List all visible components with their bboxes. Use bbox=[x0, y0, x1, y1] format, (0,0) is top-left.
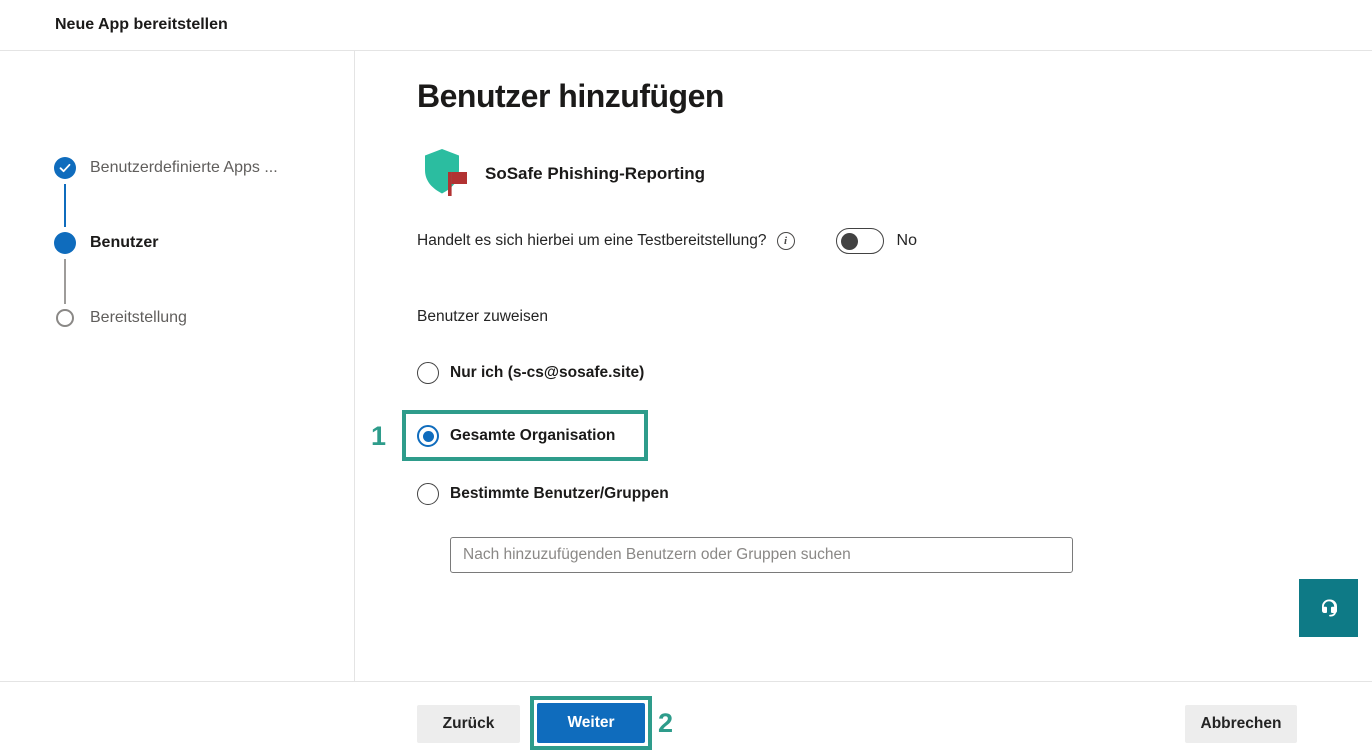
page-title: Benutzer hinzufügen bbox=[417, 78, 724, 114]
radio-option-label: Gesamte Organisation bbox=[450, 427, 616, 444]
user-group-search-input[interactable] bbox=[450, 537, 1073, 573]
radio-unselected-icon[interactable] bbox=[417, 483, 439, 505]
info-icon[interactable]: i bbox=[776, 232, 795, 250]
headset-icon bbox=[1321, 599, 1337, 617]
annotation-box-2 bbox=[530, 696, 652, 750]
radio-selected-icon[interactable] bbox=[417, 425, 439, 447]
step-completed-icon bbox=[54, 157, 76, 179]
toggle-state-label: No bbox=[896, 232, 917, 249]
next-button[interactable]: Weiter bbox=[537, 703, 645, 743]
stepper-item-custom-apps[interactable]: Benutzerdefinierte Apps ... bbox=[90, 159, 278, 176]
assign-users-label: Benutzer zuweisen bbox=[417, 308, 548, 325]
radio-option-label: Nur ich (s-cs@sosafe.site) bbox=[450, 364, 645, 381]
step-upcoming-icon bbox=[56, 309, 74, 327]
stepper-item-deployment[interactable]: Bereitstellung bbox=[90, 309, 187, 326]
radio-option-only-me[interactable]: Nur ich (s-cs@sosafe.site) bbox=[417, 362, 644, 384]
stepper-panel: Benutzerdefinierte Apps ... Benutzer Ber… bbox=[0, 51, 355, 681]
radio-option-entire-org[interactable]: Gesamte Organisation bbox=[417, 425, 615, 447]
radio-option-specific-users[interactable]: Bestimmte Benutzer/Gruppen bbox=[417, 483, 669, 505]
dialog-header: Neue App bereitstellen bbox=[0, 0, 1372, 51]
cancel-button[interactable]: Abbrechen bbox=[1185, 705, 1297, 743]
app-summary-row: SoSafe Phishing-Reporting bbox=[419, 146, 705, 202]
step-current-icon bbox=[54, 232, 76, 254]
dialog-title: Neue App bereitstellen bbox=[55, 16, 228, 33]
toggle-knob bbox=[840, 232, 858, 250]
app-name: SoSafe Phishing-Reporting bbox=[485, 164, 706, 183]
annotation-box-1 bbox=[402, 410, 648, 461]
stepper-connector-active bbox=[64, 184, 66, 227]
annotation-number-2: 2 bbox=[658, 708, 674, 738]
test-deployment-row: Handelt es sich hierbei um eine Testbere… bbox=[417, 228, 917, 254]
support-chat-button[interactable] bbox=[1299, 579, 1358, 637]
test-deployment-toggle[interactable] bbox=[835, 228, 884, 254]
test-deployment-question: Handelt es sich hierbei um eine Testbere… bbox=[417, 232, 767, 249]
checkmark-icon bbox=[59, 163, 71, 173]
stepper-item-users[interactable]: Benutzer bbox=[90, 234, 159, 251]
annotation-number-1: 1 bbox=[371, 421, 387, 451]
radio-dot bbox=[422, 430, 434, 442]
footer-divider bbox=[0, 681, 1372, 682]
radio-option-label: Bestimmte Benutzer/Gruppen bbox=[450, 485, 669, 502]
back-button[interactable]: Zurück bbox=[417, 705, 520, 743]
stepper-connector-inactive bbox=[64, 259, 66, 304]
shield-flag-icon bbox=[419, 146, 471, 202]
radio-unselected-icon[interactable] bbox=[417, 362, 439, 384]
